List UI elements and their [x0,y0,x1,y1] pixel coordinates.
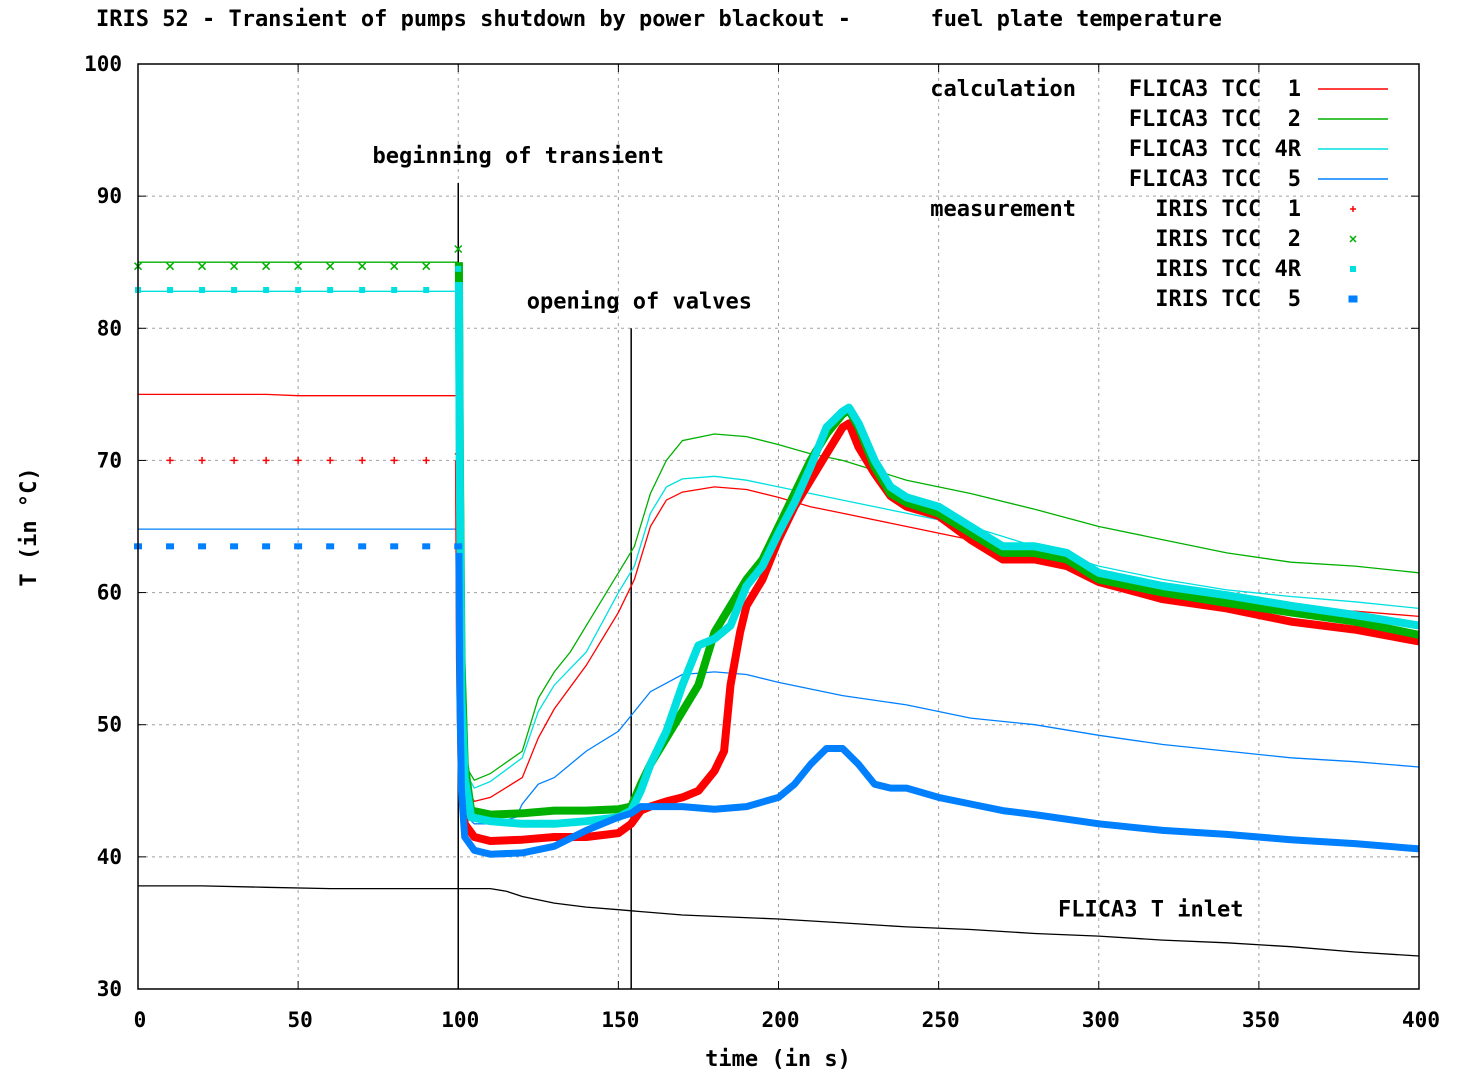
legend-group-calculation: calculation [930,77,1076,102]
data-point [199,286,206,293]
legend-entry: IRIS TCC 4R [1155,257,1356,282]
data-point [294,456,302,464]
legend-label: IRIS TCC 4R [1155,257,1301,282]
legend-entry: IRIS TCC 2 [1155,227,1357,252]
x-tick-label: 400 [1402,1008,1440,1032]
legend-label: FLICA3 TCC 4R [1129,137,1302,162]
chart-title: IRIS 52 - Transient of pumps shutdown by… [96,7,1222,32]
data-point [295,286,302,293]
x-tick-label: 0 [134,1008,147,1032]
data-point [390,543,399,550]
data-point [165,262,175,271]
data-point [230,543,239,550]
x-tick-label: 250 [922,1008,960,1032]
y-tick-label: 30 [97,977,122,1001]
legend-label: IRIS TCC 2 [1155,227,1301,252]
data-point [166,543,175,550]
legend-label: IRIS TCC 5 [1155,287,1301,312]
legend-entry: FLICA3 TCC 5 [1129,167,1388,192]
y-tick-label: 100 [84,52,122,76]
data-point [231,286,238,293]
x-tick-label: 100 [441,1008,479,1032]
y-tick-label: 80 [97,316,122,340]
y-tick-label: 40 [97,845,122,869]
data-point [454,244,463,254]
series-line [138,885,1420,957]
y-tick-label: 70 [97,448,122,472]
data-point [262,456,270,464]
measurement-trace [454,419,1420,845]
data-point [358,456,366,464]
data-point [359,286,366,293]
legend-swatch [1350,206,1356,212]
data-point [230,262,239,271]
legend-group-measurement: measurement [930,197,1076,222]
data-point [358,543,367,550]
data-point [454,543,463,550]
data-point [358,262,367,271]
legend-label: IRIS TCC 1 [1155,197,1301,222]
legend-entry: IRIS TCC 1 [1155,197,1356,222]
data-point [198,543,207,550]
x-tick-label: 50 [287,1008,312,1032]
legend-entry: FLICA3 TCC 4R [1129,137,1388,162]
series-flica3-t-inlet [138,885,1420,957]
data-point [166,456,174,464]
legend-label: FLICA3 TCC 2 [1129,107,1301,132]
legend-entry: FLICA3 TCC 2 [1129,107,1388,132]
annotation: opening of valves [527,289,752,314]
data-point [390,456,398,464]
y-axis-label: T (in °C) [17,467,42,586]
x-tick-label: 200 [762,1008,800,1032]
y-tick-label: 90 [97,184,122,208]
data-point [422,262,431,271]
measurement-trace [455,552,1420,858]
data-point [262,543,271,550]
legend-swatch [1348,295,1358,303]
data-point [263,286,270,293]
legend: FLICA3 TCC 1 FLICA3 TCC 2 FLICA3 TCC 4R FLI… [930,77,1388,312]
data-point [326,262,335,271]
x-tick-label: 150 [601,1008,639,1032]
x-tick-label: 350 [1242,1008,1280,1032]
data-point [390,262,399,271]
data-point [423,286,430,293]
series-iris-tcc-1 [166,419,1420,845]
legend-label: FLICA3 TCC 1 [1129,77,1301,102]
x-axis-label: time (in s) [705,1047,851,1072]
legend-swatch [1349,235,1357,243]
data-point [326,456,334,464]
data-point [262,262,271,271]
data-point [198,456,206,464]
legend-entry: IRIS TCC 5 [1155,287,1358,312]
annotation: beginning of transient [373,144,664,169]
data-point [326,543,335,550]
axis-ticks: 0 50 100 150 200 250 300 350 400 30 40 50 60 70 80 90 10… [84,52,1440,1032]
data-point [422,543,431,550]
legend-entry: FLICA3 TCC 1 [1129,77,1388,102]
data-point [422,456,430,464]
data-point [294,262,303,271]
y-tick-label: 50 [97,713,122,737]
x-tick-label: 300 [1082,1008,1120,1032]
legend-swatch [1350,266,1356,272]
data-point [198,262,207,271]
data-point [167,286,174,293]
data-point [391,286,398,293]
data-point [294,543,303,550]
legend-label: FLICA3 TCC 5 [1129,167,1301,192]
y-tick-label: 60 [97,581,122,605]
annotations: beginning of transient opening of valves F… [373,144,1244,922]
data-point [230,456,238,464]
data-point [455,265,462,272]
annotation: FLICA3 T inlet [1058,897,1243,922]
plot-series [133,244,1420,957]
data-point [327,286,334,293]
measurement-trace [454,281,1420,828]
